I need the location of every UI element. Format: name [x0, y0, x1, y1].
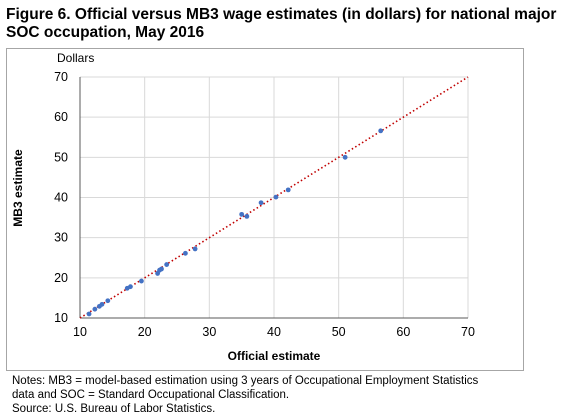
data-point — [92, 306, 98, 312]
y-tick-label: 30 — [54, 231, 68, 245]
figure-title: Figure 6. Official versus MB3 wage estim… — [6, 6, 557, 41]
x-tick-label: 30 — [202, 325, 216, 339]
data-point — [239, 211, 245, 217]
x-tick-label: 10 — [73, 325, 87, 339]
notes-line-2: data and SOC = Standard Occupational Cla… — [12, 389, 290, 401]
scatter-chart: 10 20 30 40 50 60 70 10 20 30 40 50 60 70 Dollars MB3… — [11, 51, 475, 363]
data-point — [86, 311, 92, 317]
notes: Notes: MB3 = model-based estimation usin… — [12, 374, 562, 416]
chart-area — [6, 48, 524, 371]
y-tick-label: 20 — [54, 271, 68, 285]
data-point — [128, 284, 133, 290]
y-tick-label: 60 — [54, 110, 68, 124]
axes — [79, 77, 468, 319]
data-points — [86, 128, 384, 317]
tick-labels: 10 20 30 40 50 60 70 10 20 30 40 50 60 70 — [54, 70, 475, 339]
x-tick-label: 50 — [332, 325, 346, 339]
data-point — [378, 128, 384, 134]
data-point — [99, 301, 105, 307]
data-point — [192, 246, 198, 252]
x-tick-label: 40 — [267, 325, 281, 339]
data-point — [159, 266, 164, 272]
data-point — [139, 278, 144, 284]
x-tick-label: 70 — [461, 325, 475, 339]
data-point — [244, 213, 250, 219]
x-tick-label: 20 — [138, 325, 152, 339]
data-point — [183, 250, 188, 256]
y-tick-label: 50 — [54, 150, 68, 164]
y-tick-label: 10 — [54, 311, 68, 325]
x-tick-label: 60 — [396, 325, 410, 339]
data-point — [273, 194, 279, 200]
notes-line-1: Notes: MB3 = model-based estimation usin… — [12, 375, 479, 387]
y-tick-label: 70 — [54, 70, 68, 84]
unit-label: Dollars — [57, 51, 94, 65]
data-point — [105, 298, 111, 304]
data-point — [342, 154, 348, 160]
y-tick-label: 40 — [54, 191, 68, 205]
y-axis-title: MB3 estimate — [11, 149, 25, 227]
source-line: Source: U.S. Bureau of Labor Statistics. — [12, 403, 216, 415]
x-axis-title: Official estimate — [228, 349, 321, 363]
data-point — [258, 200, 264, 206]
data-point — [285, 187, 291, 193]
data-point — [164, 262, 170, 267]
